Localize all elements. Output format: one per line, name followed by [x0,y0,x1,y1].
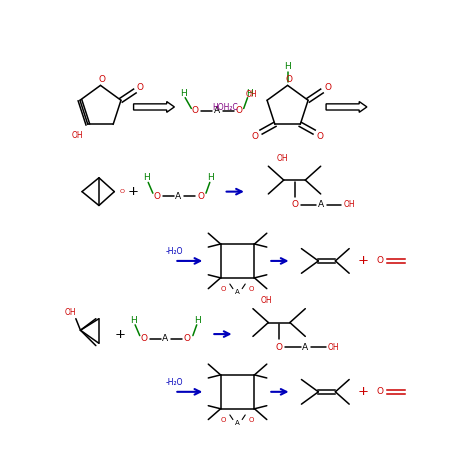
Text: O: O [249,417,254,422]
Text: A: A [302,343,309,352]
Text: O: O [249,286,254,292]
Text: H: H [207,173,214,182]
Text: A: A [162,334,168,343]
Polygon shape [134,101,174,112]
Text: O: O [286,75,292,84]
Text: H: H [130,316,137,325]
Text: -H₂O: -H₂O [165,378,183,387]
Text: OH: OH [71,131,83,140]
Text: +: + [357,385,369,398]
Text: O: O [140,334,147,343]
Text: O: O [221,286,227,292]
Text: H: H [143,173,150,182]
Polygon shape [326,101,367,112]
Text: HOH₂C: HOH₂C [212,103,238,112]
Text: O: O [275,343,283,352]
Text: H: H [180,89,187,98]
Text: A: A [235,289,240,295]
Text: O: O [236,106,243,115]
Text: OH: OH [261,296,273,305]
Text: O: O [153,192,160,201]
Text: +: + [115,328,126,341]
Text: O: O [251,132,258,141]
Text: H: H [284,63,291,72]
Text: O: O [99,75,106,84]
Text: H: H [246,89,253,98]
Text: O: O [221,417,227,422]
Text: A: A [318,200,324,209]
Text: O: O [325,83,332,92]
Text: O: O [137,83,144,92]
Text: OH: OH [64,308,76,317]
Text: OH: OH [343,200,355,209]
Text: +: + [357,255,369,267]
Text: A: A [214,106,220,115]
Text: O: O [197,192,204,201]
Text: -H₂O: -H₂O [165,247,183,256]
Text: +: + [128,185,139,198]
Text: OH: OH [328,343,339,352]
Text: A: A [235,419,240,426]
Text: OH: OH [276,154,288,163]
Text: O: O [317,132,324,141]
Text: O: O [184,334,191,343]
Text: H: H [194,316,201,325]
Text: OH: OH [246,90,257,99]
Text: O: O [376,256,383,265]
Text: O: O [191,106,199,115]
Text: O: O [119,189,125,194]
Text: O: O [376,387,383,396]
Text: A: A [175,192,182,201]
Text: O: O [291,200,298,209]
